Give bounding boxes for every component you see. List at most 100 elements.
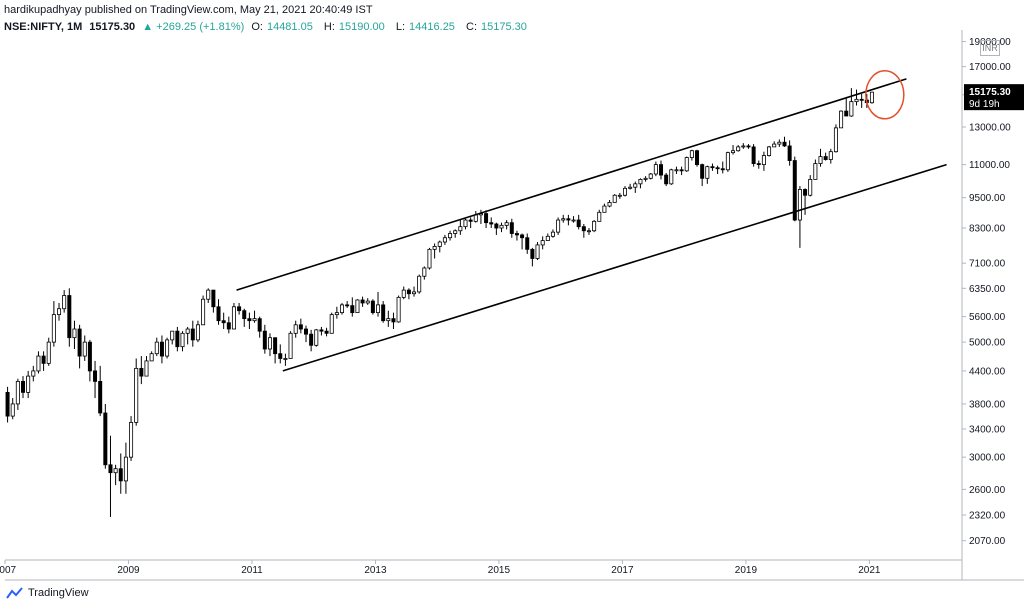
candle xyxy=(278,344,283,364)
x-tick-label: 2009 xyxy=(117,565,140,576)
highlight-circle xyxy=(865,70,905,120)
candle-body xyxy=(417,275,422,293)
candle xyxy=(247,312,252,330)
candle-body xyxy=(139,367,144,377)
candle xyxy=(813,159,818,180)
candle-body xyxy=(741,145,746,148)
candle-body xyxy=(309,333,314,346)
candle xyxy=(828,148,833,164)
candle xyxy=(216,299,221,325)
candle-body xyxy=(622,187,627,196)
candle-body xyxy=(468,219,473,222)
candle xyxy=(93,360,98,399)
candle-body xyxy=(103,412,108,466)
candle-body xyxy=(448,233,453,239)
candle xyxy=(684,156,689,172)
price-axis[interactable]: 2070.00 2320.00 2600.00 3000.00 3400.00 3800.… xyxy=(962,37,1011,547)
candle xyxy=(674,166,679,175)
candle-body xyxy=(221,320,226,324)
candle-body xyxy=(36,355,41,372)
candle xyxy=(633,181,638,193)
candle-body xyxy=(499,224,504,229)
candle xyxy=(406,288,411,300)
y-tick-label: 9500.00 xyxy=(969,193,1006,204)
symbol-label[interactable]: NSE:NIFTY, 1M xyxy=(4,21,83,33)
candle xyxy=(15,378,20,410)
candle-body xyxy=(123,456,128,482)
high-value: 15190.00 xyxy=(338,21,385,33)
candle-body xyxy=(345,304,350,307)
candle xyxy=(195,320,200,343)
candle-body xyxy=(262,330,267,350)
candle xyxy=(262,324,267,354)
candle-body xyxy=(283,358,288,360)
candle xyxy=(494,222,499,235)
high-label: H: xyxy=(323,21,335,33)
candle-body xyxy=(586,230,591,233)
candle-body xyxy=(710,166,715,169)
candle-body xyxy=(643,177,648,180)
candle-body xyxy=(844,110,849,117)
x-tick-label: 2021 xyxy=(858,565,881,576)
candle xyxy=(175,326,180,352)
candle-body xyxy=(797,189,802,221)
candle-body xyxy=(792,160,797,221)
candle-body xyxy=(51,314,56,343)
candle xyxy=(844,98,849,117)
candle xyxy=(648,172,653,180)
candle-body xyxy=(154,341,159,355)
candle-body xyxy=(190,328,195,341)
candle xyxy=(21,376,26,399)
candle-body xyxy=(355,299,360,314)
candle-body xyxy=(592,220,597,232)
y-tick-label: 8300.00 xyxy=(969,224,1006,235)
footer-brand-label: TradingView xyxy=(28,587,89,599)
candle xyxy=(360,296,365,307)
candle-body xyxy=(195,324,200,341)
currency-label[interactable]: INR xyxy=(980,40,1000,56)
candle xyxy=(545,233,550,241)
candle xyxy=(417,274,422,294)
candle xyxy=(401,286,406,300)
candle xyxy=(833,124,838,153)
candle-body xyxy=(252,318,257,322)
candle-body xyxy=(216,306,221,322)
candle xyxy=(756,160,761,169)
candle-body xyxy=(273,337,278,355)
candle xyxy=(46,337,51,366)
candle-body xyxy=(720,168,725,171)
candle-body xyxy=(823,156,828,160)
candle xyxy=(159,335,164,364)
candle-body xyxy=(664,174,669,185)
badge-price: 15175.30 xyxy=(969,87,1011,98)
candle xyxy=(664,172,669,187)
candle xyxy=(267,333,272,357)
candle xyxy=(489,217,494,229)
candle xyxy=(77,324,82,369)
candle xyxy=(607,200,612,208)
candle-body xyxy=(787,145,792,161)
candle-body xyxy=(67,295,72,339)
time-axis[interactable]: 2007 2009 2011 2013 2015 2017 2019 2021 xyxy=(0,560,881,576)
y-tick-label: 3400.00 xyxy=(969,424,1006,435)
candle xyxy=(144,356,149,377)
candle-body xyxy=(509,222,514,234)
candle xyxy=(628,183,633,190)
candle xyxy=(149,351,154,362)
x-tick-label: 2019 xyxy=(735,565,758,576)
candle-body xyxy=(77,328,82,357)
y-tick-label: 4400.00 xyxy=(969,366,1006,377)
candle-body xyxy=(319,329,324,332)
y-tick-label: 13000.00 xyxy=(969,122,1011,133)
candle xyxy=(298,318,303,334)
candle xyxy=(669,168,674,185)
candle-body xyxy=(731,150,736,154)
candle-body xyxy=(257,318,262,332)
candle-body xyxy=(494,223,499,229)
candle xyxy=(201,295,206,326)
candle-body xyxy=(833,127,838,153)
candle-body xyxy=(813,163,818,180)
candle-body xyxy=(782,141,787,147)
candle-body xyxy=(98,380,103,414)
